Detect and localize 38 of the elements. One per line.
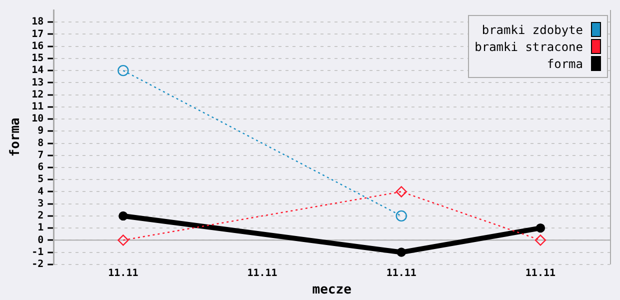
y-tick-label: 1: [38, 222, 44, 234]
y-tick-label: -2: [32, 258, 44, 270]
y-tick-label: 9: [38, 126, 44, 137]
x-tick-label: 11.11: [386, 268, 416, 279]
y-tick-label: 14: [32, 65, 44, 76]
point: [118, 211, 128, 221]
point: [118, 64, 129, 76]
x-tick-label: 11.11: [525, 268, 556, 279]
point: [396, 210, 407, 222]
y-tick-label: 12: [32, 89, 44, 100]
point: [118, 234, 129, 246]
y-tick-label: 17: [32, 28, 44, 40]
y-tick-label: 18: [32, 16, 44, 28]
y-tick-label: 15: [32, 53, 44, 64]
y-tick-label: 3: [38, 198, 44, 210]
y-tick-label: 8: [38, 138, 44, 149]
point: [396, 248, 406, 257]
y-tick-label: 10: [32, 114, 44, 125]
x-axis-title: mecze: [312, 282, 352, 298]
x-tick-label: 11.11: [108, 268, 138, 279]
point: [536, 223, 546, 233]
y-axis-title: forma: [8, 117, 24, 157]
x-tick-label: 11.11: [247, 268, 278, 279]
y-tick-label: 13: [32, 77, 44, 88]
legend-label: forma: [546, 56, 583, 70]
point: [534, 234, 546, 246]
y-tick-label: 2: [38, 210, 44, 222]
y-tick-label: 0: [38, 234, 44, 246]
legend-label: bramki zdobyte: [482, 22, 583, 36]
legend-label: bramki stracone: [474, 40, 583, 54]
y-tick-label: 5: [38, 174, 44, 186]
y-tick-label: -1: [32, 246, 44, 258]
y-tick-label: 7: [38, 150, 44, 161]
y-tick-label: 11: [32, 102, 44, 113]
y-tick-label: 6: [38, 162, 44, 174]
point: [396, 186, 407, 198]
y-tick-label: 16: [32, 40, 44, 52]
y-tick-label: 4: [38, 186, 44, 198]
